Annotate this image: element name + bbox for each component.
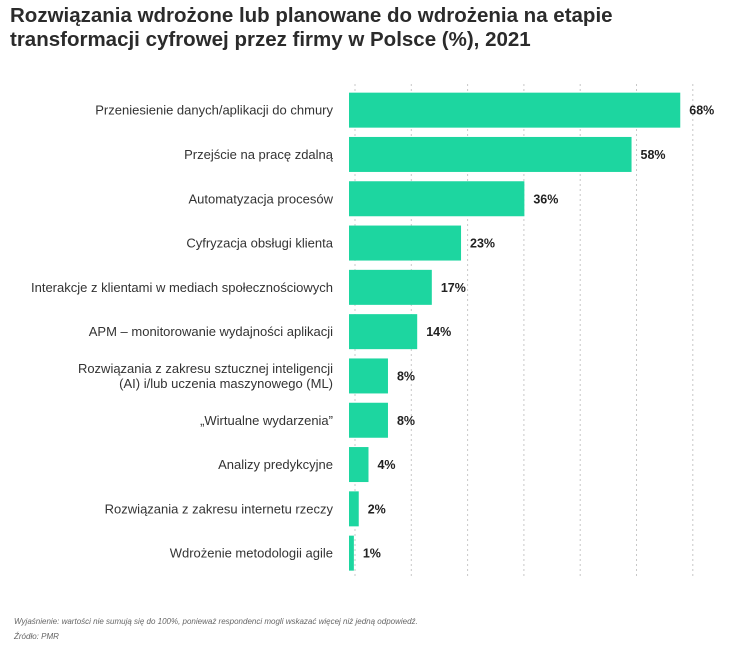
value-label-1: 68%	[689, 104, 714, 118]
category-label-1: Przeniesienie danych/aplikacji do chmury	[95, 103, 333, 118]
category-label-line: Przeniesienie danych/aplikacji do chmury	[95, 103, 333, 118]
category-label-3: Automatyzacja procesów	[188, 191, 333, 206]
bars	[349, 92, 681, 571]
category-label-line: „Wirtualne wydarzenia”	[200, 413, 333, 428]
bar-5	[349, 269, 432, 305]
category-label-line: Rozwiązania z zakresu internetu rzeczy	[105, 501, 334, 516]
footnote: Wyjaśnienie: wartości nie sumują się do …	[14, 617, 418, 626]
value-labels: 68% 58% 36% 23% 17% 14% 8% 8% 4% 2% 1%	[363, 104, 714, 561]
value-label-7: 8%	[397, 369, 415, 383]
category-label-line: Automatyzacja procesów	[188, 191, 333, 206]
category-label-5: Interakcje z klientami w mediach społecz…	[31, 280, 333, 295]
value-label-6: 14%	[426, 325, 451, 339]
bar-8	[349, 402, 388, 438]
category-label-line: (AI) i/lub uczenia maszynowego (ML)	[119, 376, 333, 391]
value-label-5: 17%	[441, 281, 466, 295]
category-label-11: Wdrożenie metodologii agile	[170, 546, 333, 561]
category-label-line: Interakcje z klientami w mediach społecz…	[31, 280, 333, 295]
category-label-8: „Wirtualne wydarzenia”	[200, 413, 333, 428]
source-note: Źródło: PMR	[14, 632, 59, 641]
value-label-2: 58%	[641, 148, 666, 162]
value-label-8: 8%	[397, 414, 415, 428]
bar-1	[349, 92, 681, 128]
chart-title: Rozwiązania wdrożone lub planowane do wd…	[10, 4, 720, 52]
category-label-2: Przejście na pracę zdalną	[184, 147, 334, 162]
value-label-11: 1%	[363, 547, 381, 561]
chart-title-line-2: transformacji cyfrowej przez firmy w Pol…	[10, 28, 531, 51]
category-labels: Przeniesienie danych/aplikacji do chmury…	[31, 103, 334, 561]
bar-6	[349, 314, 418, 350]
value-label-3: 36%	[533, 192, 558, 206]
category-label-6: APM – monitorowanie wydajności aplikacji	[89, 324, 333, 339]
category-label-line: Cyfryzacja obsługi klienta	[186, 236, 333, 251]
category-label-line: Analizy predykcyjne	[218, 457, 333, 472]
category-label-line: Wdrożenie metodologii agile	[170, 546, 333, 561]
bar-2	[349, 136, 632, 172]
bar-7	[349, 358, 388, 394]
category-label-line: Rozwiązania z zakresu sztucznej intelige…	[78, 361, 333, 376]
chart-title-line-1: Rozwiązania wdrożone lub planowane do wd…	[10, 4, 613, 27]
value-label-9: 4%	[377, 458, 395, 472]
category-label-4: Cyfryzacja obsługi klienta	[186, 236, 333, 251]
category-label-line: Przejście na pracę zdalną	[184, 147, 334, 162]
bar-10	[349, 491, 359, 527]
value-label-4: 23%	[470, 237, 495, 251]
category-label-9: Analizy predykcyjne	[218, 457, 333, 472]
category-label-10: Rozwiązania z zakresu internetu rzeczy	[105, 501, 334, 516]
bar-4	[349, 225, 462, 261]
category-label-7: Rozwiązania z zakresu sztucznej intelige…	[78, 361, 333, 391]
value-label-10: 2%	[368, 502, 386, 516]
bar-9	[349, 447, 369, 483]
bar-11	[349, 535, 354, 571]
bar-3	[349, 181, 525, 217]
category-label-line: APM – monitorowanie wydajności aplikacji	[89, 324, 333, 339]
